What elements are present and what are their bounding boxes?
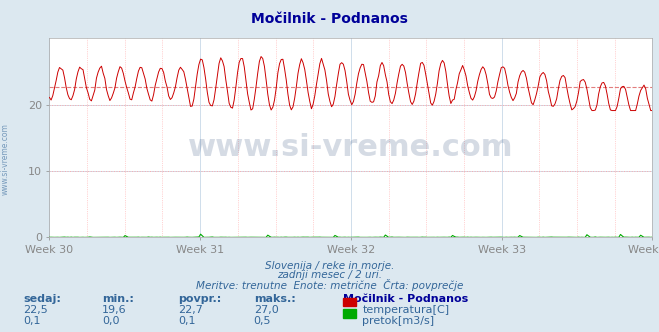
Text: pretok[m3/s]: pretok[m3/s] <box>362 316 434 326</box>
Text: temperatura[C]: temperatura[C] <box>362 305 449 315</box>
Text: povpr.:: povpr.: <box>178 294 221 304</box>
Text: www.si-vreme.com: www.si-vreme.com <box>1 124 10 195</box>
Text: 0,1: 0,1 <box>178 316 196 326</box>
Text: 27,0: 27,0 <box>254 305 279 315</box>
Text: www.si-vreme.com: www.si-vreme.com <box>188 133 513 162</box>
Text: 0,0: 0,0 <box>102 316 120 326</box>
Text: Močilnik - Podnanos: Močilnik - Podnanos <box>343 294 468 304</box>
Text: 0,1: 0,1 <box>23 316 41 326</box>
Text: 22,5: 22,5 <box>23 305 48 315</box>
Text: 0,5: 0,5 <box>254 316 272 326</box>
Text: Meritve: trenutne  Enote: metrične  Črta: povprečje: Meritve: trenutne Enote: metrične Črta: … <box>196 279 463 291</box>
Text: zadnji mesec / 2 uri.: zadnji mesec / 2 uri. <box>277 270 382 280</box>
Text: 19,6: 19,6 <box>102 305 127 315</box>
Text: min.:: min.: <box>102 294 134 304</box>
Text: Slovenija / reke in morje.: Slovenija / reke in morje. <box>265 261 394 271</box>
Text: Močilnik - Podnanos: Močilnik - Podnanos <box>251 12 408 26</box>
Text: maks.:: maks.: <box>254 294 295 304</box>
Text: sedaj:: sedaj: <box>23 294 61 304</box>
Text: 22,7: 22,7 <box>178 305 203 315</box>
